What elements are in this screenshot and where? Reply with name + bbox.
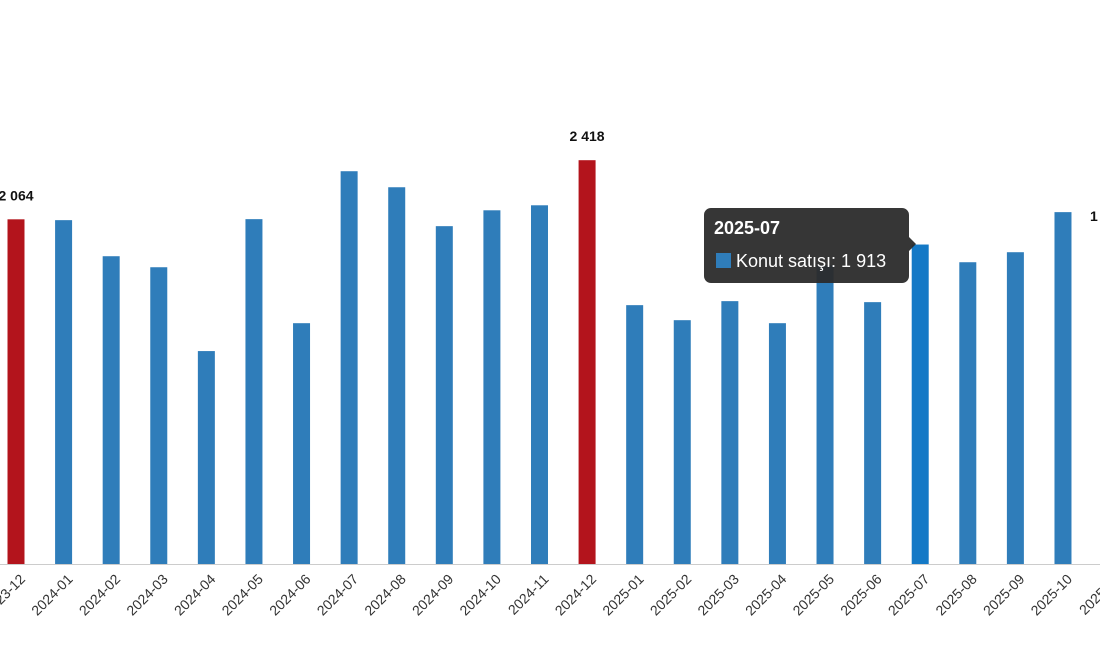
x-tick-label: 2025-10 [1027,571,1075,619]
value-label: 2 064 [0,187,34,203]
x-tick-label: 2025-08 [932,571,980,619]
bar [816,265,834,564]
bar [768,323,786,564]
bar [673,320,691,564]
x-tick-label: 2024-10 [456,571,504,619]
tooltip-text: Konut satışı: 1 913 [736,251,886,271]
bar [911,244,929,565]
bar [483,210,501,564]
x-tick-label: 2024-05 [218,571,266,619]
bar [340,171,358,564]
x-tick-label: 2024-04 [171,571,219,619]
x-tick-label: 2025-05 [789,571,837,619]
bar [197,351,215,564]
bar [388,187,406,565]
tooltip-box [704,208,916,283]
x-tick-label: 2024-07 [314,571,362,619]
x-tick-label: 2024-08 [361,571,409,619]
bar [578,160,596,564]
x-tick-label: 2023-12 [0,571,28,619]
bar [293,323,311,564]
bar [245,219,263,564]
x-tick-label: 2024-02 [76,571,124,619]
x-tick-label: 2024-03 [123,571,171,619]
x-tick-label: 2025-03 [694,571,742,619]
x-tick-label: 2024-01 [28,571,76,619]
x-tick-label: 2025-01 [599,571,647,619]
x-tick-label: 2025-02 [647,571,695,619]
bar [150,267,168,564]
bar [530,205,548,564]
bar [626,305,644,564]
x-tick-label: 2025-06 [837,571,885,619]
x-tick-label: 2025-04 [742,571,790,619]
x-tick-label: 2025-11 [1076,571,1100,618]
bar [1006,252,1024,564]
tooltip: 2025-07 Konut satışı: 1 913 [704,208,916,283]
bar [55,220,73,564]
x-tick-label: 2025-09 [980,571,1028,619]
x-tick-label: 2025-07 [885,571,933,619]
x-tick-label: 2024-12 [552,571,600,619]
tooltip-title: 2025-07 [714,218,780,238]
bar [7,219,25,564]
bar [864,302,882,564]
x-tick-label: 2024-11 [505,571,552,618]
x-tick-label: 2024-06 [266,571,314,619]
bar [959,262,977,564]
value-label: 2 418 [570,128,605,144]
value-label: 1 [1090,208,1098,224]
tooltip-swatch [716,253,731,268]
bar [102,256,120,564]
bar [435,226,453,564]
bar [1054,212,1072,565]
bar [721,301,739,564]
x-tick-label: 2024-09 [409,571,457,619]
